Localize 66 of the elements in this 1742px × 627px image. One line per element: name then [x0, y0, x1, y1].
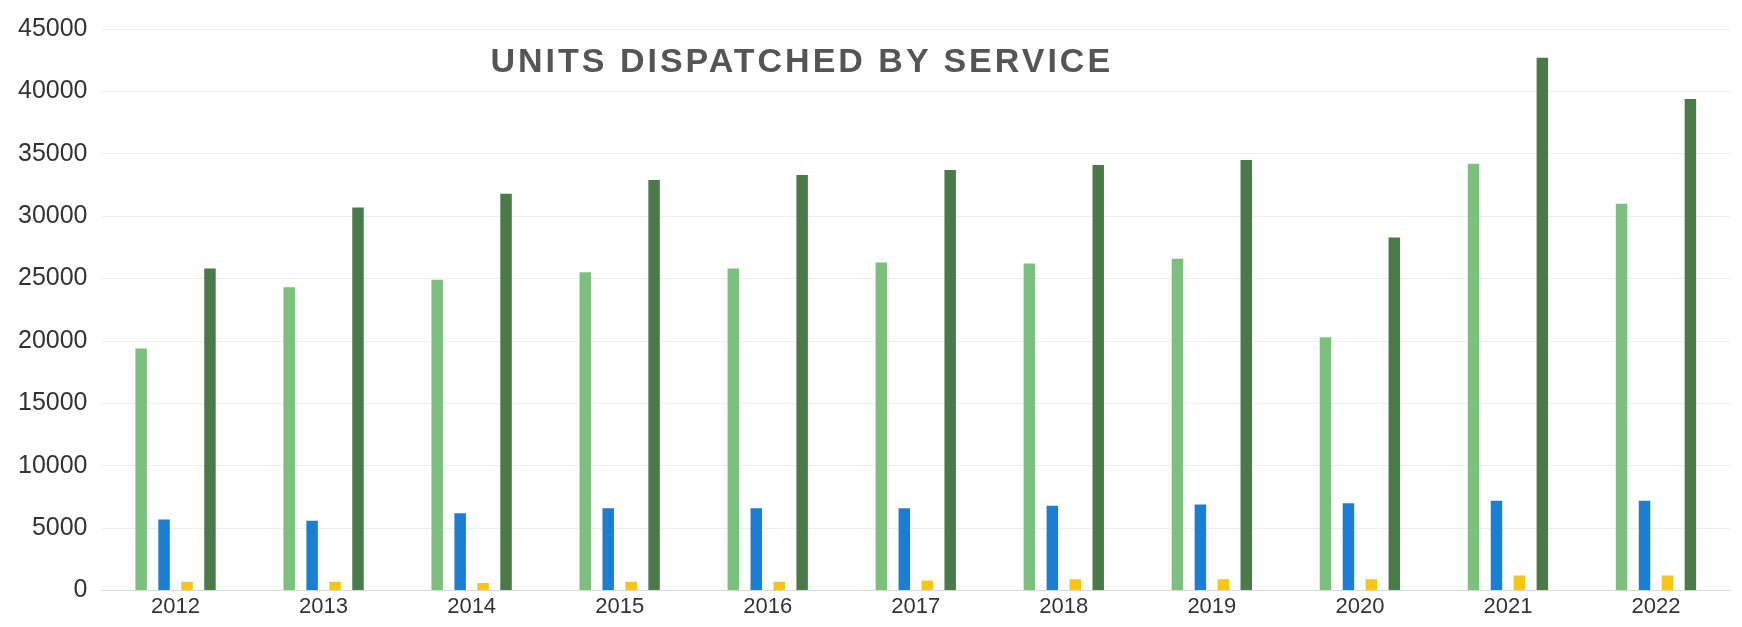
bar — [750, 508, 762, 591]
bar — [329, 581, 341, 591]
bar — [944, 170, 956, 591]
y-tick-label: 35000 — [17, 137, 88, 166]
bar — [1342, 503, 1355, 591]
bar — [500, 193, 512, 591]
bar — [477, 583, 489, 591]
x-tick-label: 2017 — [891, 592, 941, 618]
bar — [898, 508, 911, 591]
bar — [727, 268, 740, 591]
bar — [773, 581, 785, 591]
y-tick-label: 20000 — [17, 324, 88, 353]
bar — [204, 268, 216, 591]
bar — [921, 580, 933, 591]
bar — [431, 279, 443, 591]
y-tick-label: 40000 — [17, 75, 88, 104]
bar — [1615, 203, 1628, 591]
bar — [283, 287, 295, 591]
bar — [648, 180, 660, 591]
x-tick-label: 2022 — [1631, 592, 1681, 618]
bar — [1171, 258, 1184, 591]
bar — [1217, 579, 1230, 591]
bar — [875, 262, 888, 591]
bar — [1513, 575, 1526, 591]
bar — [1023, 263, 1036, 591]
y-tick-label: 0 — [73, 574, 88, 603]
bar — [1638, 500, 1651, 591]
bar — [1319, 337, 1332, 591]
bar — [1388, 237, 1401, 591]
bar — [1490, 500, 1503, 591]
bar — [579, 272, 591, 591]
bar — [454, 513, 466, 591]
bar — [1365, 579, 1378, 591]
bar — [158, 519, 170, 591]
bar — [1069, 579, 1082, 591]
bar — [1661, 575, 1674, 591]
y-tick-label: 5000 — [31, 512, 88, 541]
bar — [1194, 504, 1207, 591]
x-tick-label: 2019 — [1187, 592, 1237, 618]
bar — [1536, 57, 1549, 591]
y-tick-label: 10000 — [17, 449, 88, 478]
bar — [1240, 160, 1252, 591]
bar — [602, 508, 614, 591]
y-tick-label: 30000 — [17, 200, 88, 229]
bar — [1092, 165, 1104, 591]
chart-title: UNITS DISPATCHED BY SERVICE — [490, 41, 1114, 80]
bar — [1046, 505, 1059, 591]
bar — [625, 581, 637, 591]
x-tick-label: 2015 — [595, 592, 645, 618]
x-tick-label: 2014 — [447, 592, 497, 618]
x-tick-label: 2016 — [743, 592, 793, 618]
x-tick-label: 2021 — [1483, 592, 1533, 618]
x-tick-label: 2020 — [1335, 592, 1385, 618]
bar — [1467, 163, 1480, 591]
bar — [135, 348, 147, 591]
y-tick-label: 45000 — [17, 12, 88, 41]
bar — [306, 520, 318, 591]
bar — [796, 175, 808, 591]
x-tick-label: 2012 — [151, 592, 201, 618]
bar — [181, 581, 193, 591]
x-tick-label: 2018 — [1039, 592, 1089, 618]
x-tick-label: 2013 — [299, 592, 349, 618]
bar — [352, 207, 364, 591]
y-tick-label: 25000 — [17, 262, 88, 291]
y-tick-label: 15000 — [17, 387, 88, 416]
bar — [1684, 98, 1697, 591]
